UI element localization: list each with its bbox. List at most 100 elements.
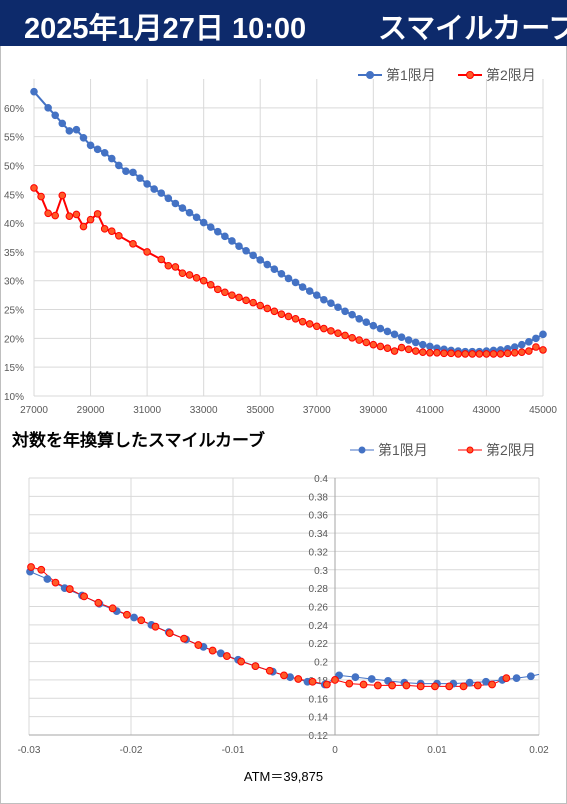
x-tick-label: -0.03 <box>18 745 41 756</box>
data-point-series-1 <box>122 167 130 176</box>
data-point-series-2 <box>331 676 339 684</box>
y-tick-label: 10% <box>4 392 24 403</box>
data-point-series-1 <box>72 125 81 134</box>
y-tick-label: 0.36 <box>309 511 329 522</box>
data-point-series-1 <box>383 327 392 336</box>
data-point-series-1 <box>65 127 74 135</box>
data-point-series-1 <box>263 260 272 269</box>
data-point-series-2 <box>164 261 173 270</box>
data-point-series-2 <box>37 192 45 201</box>
data-point-series-1 <box>58 119 67 128</box>
y-tick-label: 40% <box>4 219 24 230</box>
data-point-series-2 <box>510 348 519 357</box>
data-point-series-2 <box>86 215 95 224</box>
data-point-series-2 <box>502 674 511 682</box>
data-point-series-1 <box>171 199 180 208</box>
data-point-series-2 <box>539 346 547 354</box>
x-tick-label: 39000 <box>359 405 387 416</box>
data-point-series-2 <box>94 598 103 607</box>
data-point-series-1 <box>312 291 321 299</box>
data-point-series-2 <box>72 210 81 219</box>
data-point-series-1 <box>242 246 250 255</box>
y-tick-label: 0.28 <box>309 584 329 595</box>
y-tick-label: 0.2 <box>314 658 328 669</box>
data-point-series-2 <box>221 288 229 297</box>
data-point-series-1 <box>369 321 378 330</box>
data-point-series-1 <box>411 338 420 347</box>
data-point-series-1 <box>517 340 526 349</box>
data-point-series-1 <box>107 154 116 163</box>
legend-label: 第2限月 <box>486 67 536 83</box>
data-point-series-2 <box>388 681 397 690</box>
data-point-series-1 <box>130 613 138 622</box>
data-point-series-1 <box>320 295 328 304</box>
data-point-series-1 <box>277 270 286 278</box>
data-point-series-1 <box>465 678 474 687</box>
data-point-series-1 <box>93 145 102 154</box>
data-point-series-1 <box>256 256 265 264</box>
data-point-series-1 <box>532 334 540 343</box>
y-tick-label: 60% <box>4 104 24 115</box>
data-point-series-2 <box>100 225 109 233</box>
data-point-series-2 <box>270 307 279 316</box>
data-point-series-2 <box>312 322 321 331</box>
y-tick-label: 0.14 <box>309 713 329 724</box>
y-tick-label: 55% <box>4 133 24 144</box>
data-point-series-1 <box>525 338 533 346</box>
data-point-series-2 <box>397 343 406 352</box>
data-point-series-2 <box>194 641 203 649</box>
data-point-series-2 <box>249 298 257 307</box>
data-point-series-2 <box>93 210 102 218</box>
data-point-series-2 <box>192 274 201 282</box>
data-point-series-1 <box>249 251 257 260</box>
data-point-series-2 <box>108 604 117 613</box>
data-point-series-1 <box>351 673 360 682</box>
data-point-series-2 <box>341 331 349 340</box>
data-point-series-2 <box>157 255 166 264</box>
data-point-series-2 <box>51 211 60 220</box>
x-tick-label: -0.02 <box>120 745 143 756</box>
data-point-series-2 <box>291 314 300 323</box>
data-point-series-1 <box>129 168 137 177</box>
data-point-series-2 <box>222 652 231 660</box>
chart-smile-curve: 10% 15% 20% 25% 30% 35% 40% 45% 50% 55% 60% 27000 29… <box>4 67 557 416</box>
x-tick-label: 27000 <box>20 405 48 416</box>
data-point-series-2 <box>265 666 274 675</box>
data-point-series-2 <box>58 191 67 200</box>
y-tick-label: 0.34 <box>309 529 329 540</box>
data-point-series-2 <box>165 629 174 638</box>
data-point-series-1 <box>512 674 521 682</box>
x-tick-label: 0 <box>332 745 338 756</box>
data-point-series-2 <box>143 248 151 256</box>
data-point-series-1 <box>526 672 535 681</box>
data-point-series-2 <box>206 280 215 289</box>
data-point-series-2 <box>348 333 356 342</box>
data-point-series-2 <box>171 263 180 271</box>
data-point-series-1 <box>419 340 427 349</box>
data-point-series-1 <box>214 227 222 236</box>
data-point-series-2 <box>251 662 260 671</box>
data-point-series-1 <box>185 208 194 217</box>
data-point-series-1 <box>270 265 279 274</box>
data-point-series-2 <box>532 343 540 351</box>
data-point-series-2 <box>199 276 208 285</box>
data-point-series-2 <box>242 296 250 305</box>
data-point-series-2 <box>178 269 187 278</box>
data-point-series-2 <box>376 342 385 351</box>
chart2-title: 対数を年換算したスマイルカーブ <box>12 431 265 450</box>
data-point-series-2 <box>51 578 60 587</box>
header-title: スマイルカーブ <box>378 13 567 45</box>
y-tick-label: 35% <box>4 248 24 259</box>
data-point-series-2 <box>185 271 194 279</box>
data-point-series-2 <box>298 317 307 326</box>
data-point-series-1 <box>43 575 52 583</box>
data-point-series-1 <box>397 333 406 342</box>
data-point-series-2 <box>355 336 363 344</box>
data-point-series-1 <box>150 185 158 193</box>
data-point-series-2 <box>334 329 342 337</box>
data-point-series-2 <box>525 347 533 355</box>
data-point-series-2 <box>411 347 420 355</box>
data-point-series-2 <box>419 348 427 356</box>
data-point-series-1 <box>164 194 173 203</box>
x-tick-label: 43000 <box>473 405 501 416</box>
